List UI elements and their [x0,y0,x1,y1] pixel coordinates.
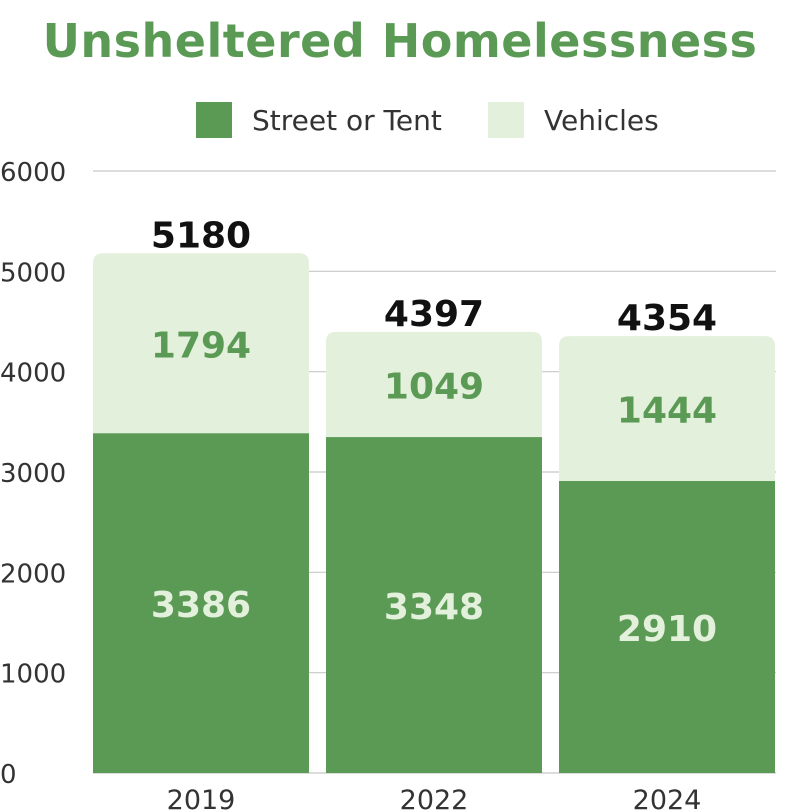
legend-label-street-or-tent: Street or Tent [252,103,442,137]
x-tick-label: 2024 [633,785,702,812]
bar-vehicles [93,253,309,434]
y-tick-label: 1000 [0,660,66,690]
data-label-total: 4397 [384,294,484,335]
legend-swatch-street-or-tent [196,102,232,138]
legend-item-vehicles: Vehicles [488,100,659,140]
y-tick-label: 0 [0,760,17,790]
chart-title: Unsheltered Homelessness [42,14,758,68]
x-tick-label: 2022 [400,785,469,812]
legend-item-street-or-tent: Street or Tent [196,100,442,140]
bar-street-or-tent [326,437,542,773]
y-tick-label: 2000 [0,559,66,589]
data-label-total: 5180 [151,215,251,256]
legend-swatch-vehicles [488,102,524,138]
y-tick-label: 4000 [0,359,66,389]
data-label-total: 4354 [617,298,717,339]
bar-street-or-tent [93,433,309,773]
bar-vehicles [326,331,542,438]
data-label-street-or-tent: 3386 [151,585,251,626]
data-label-street-or-tent: 3348 [384,587,484,628]
x-tick-label: 2019 [167,785,236,812]
data-label-street-or-tent: 2910 [617,609,717,650]
data-label-vehicles: 1444 [617,391,717,432]
y-tick-label: 3000 [0,459,66,489]
y-tick-label: 5000 [0,258,66,288]
data-label-vehicles: 1794 [151,325,251,366]
data-label-vehicles: 1049 [384,366,484,407]
legend-label-vehicles: Vehicles [544,103,659,137]
bar-street-or-tent [559,481,775,773]
y-tick-label: 6000 [0,158,66,188]
bar-vehicles [559,336,775,482]
legend: Street or Tent Vehicles [0,100,800,140]
